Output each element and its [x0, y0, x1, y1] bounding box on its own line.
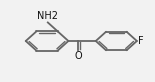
Text: O: O	[75, 51, 82, 61]
Text: NH2: NH2	[37, 11, 58, 21]
Text: F: F	[138, 36, 144, 46]
